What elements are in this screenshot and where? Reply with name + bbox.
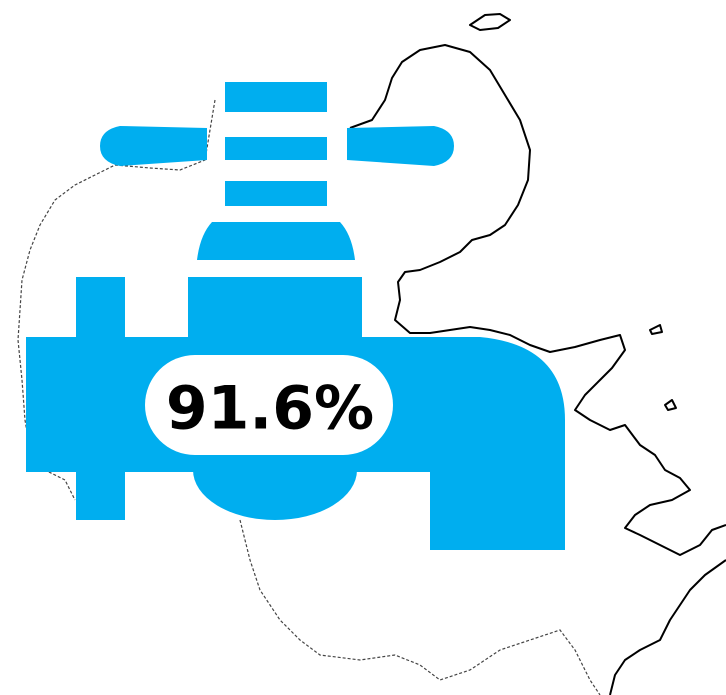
percentage-label: 91.6% [166, 374, 374, 444]
faucet-icon [26, 82, 565, 550]
